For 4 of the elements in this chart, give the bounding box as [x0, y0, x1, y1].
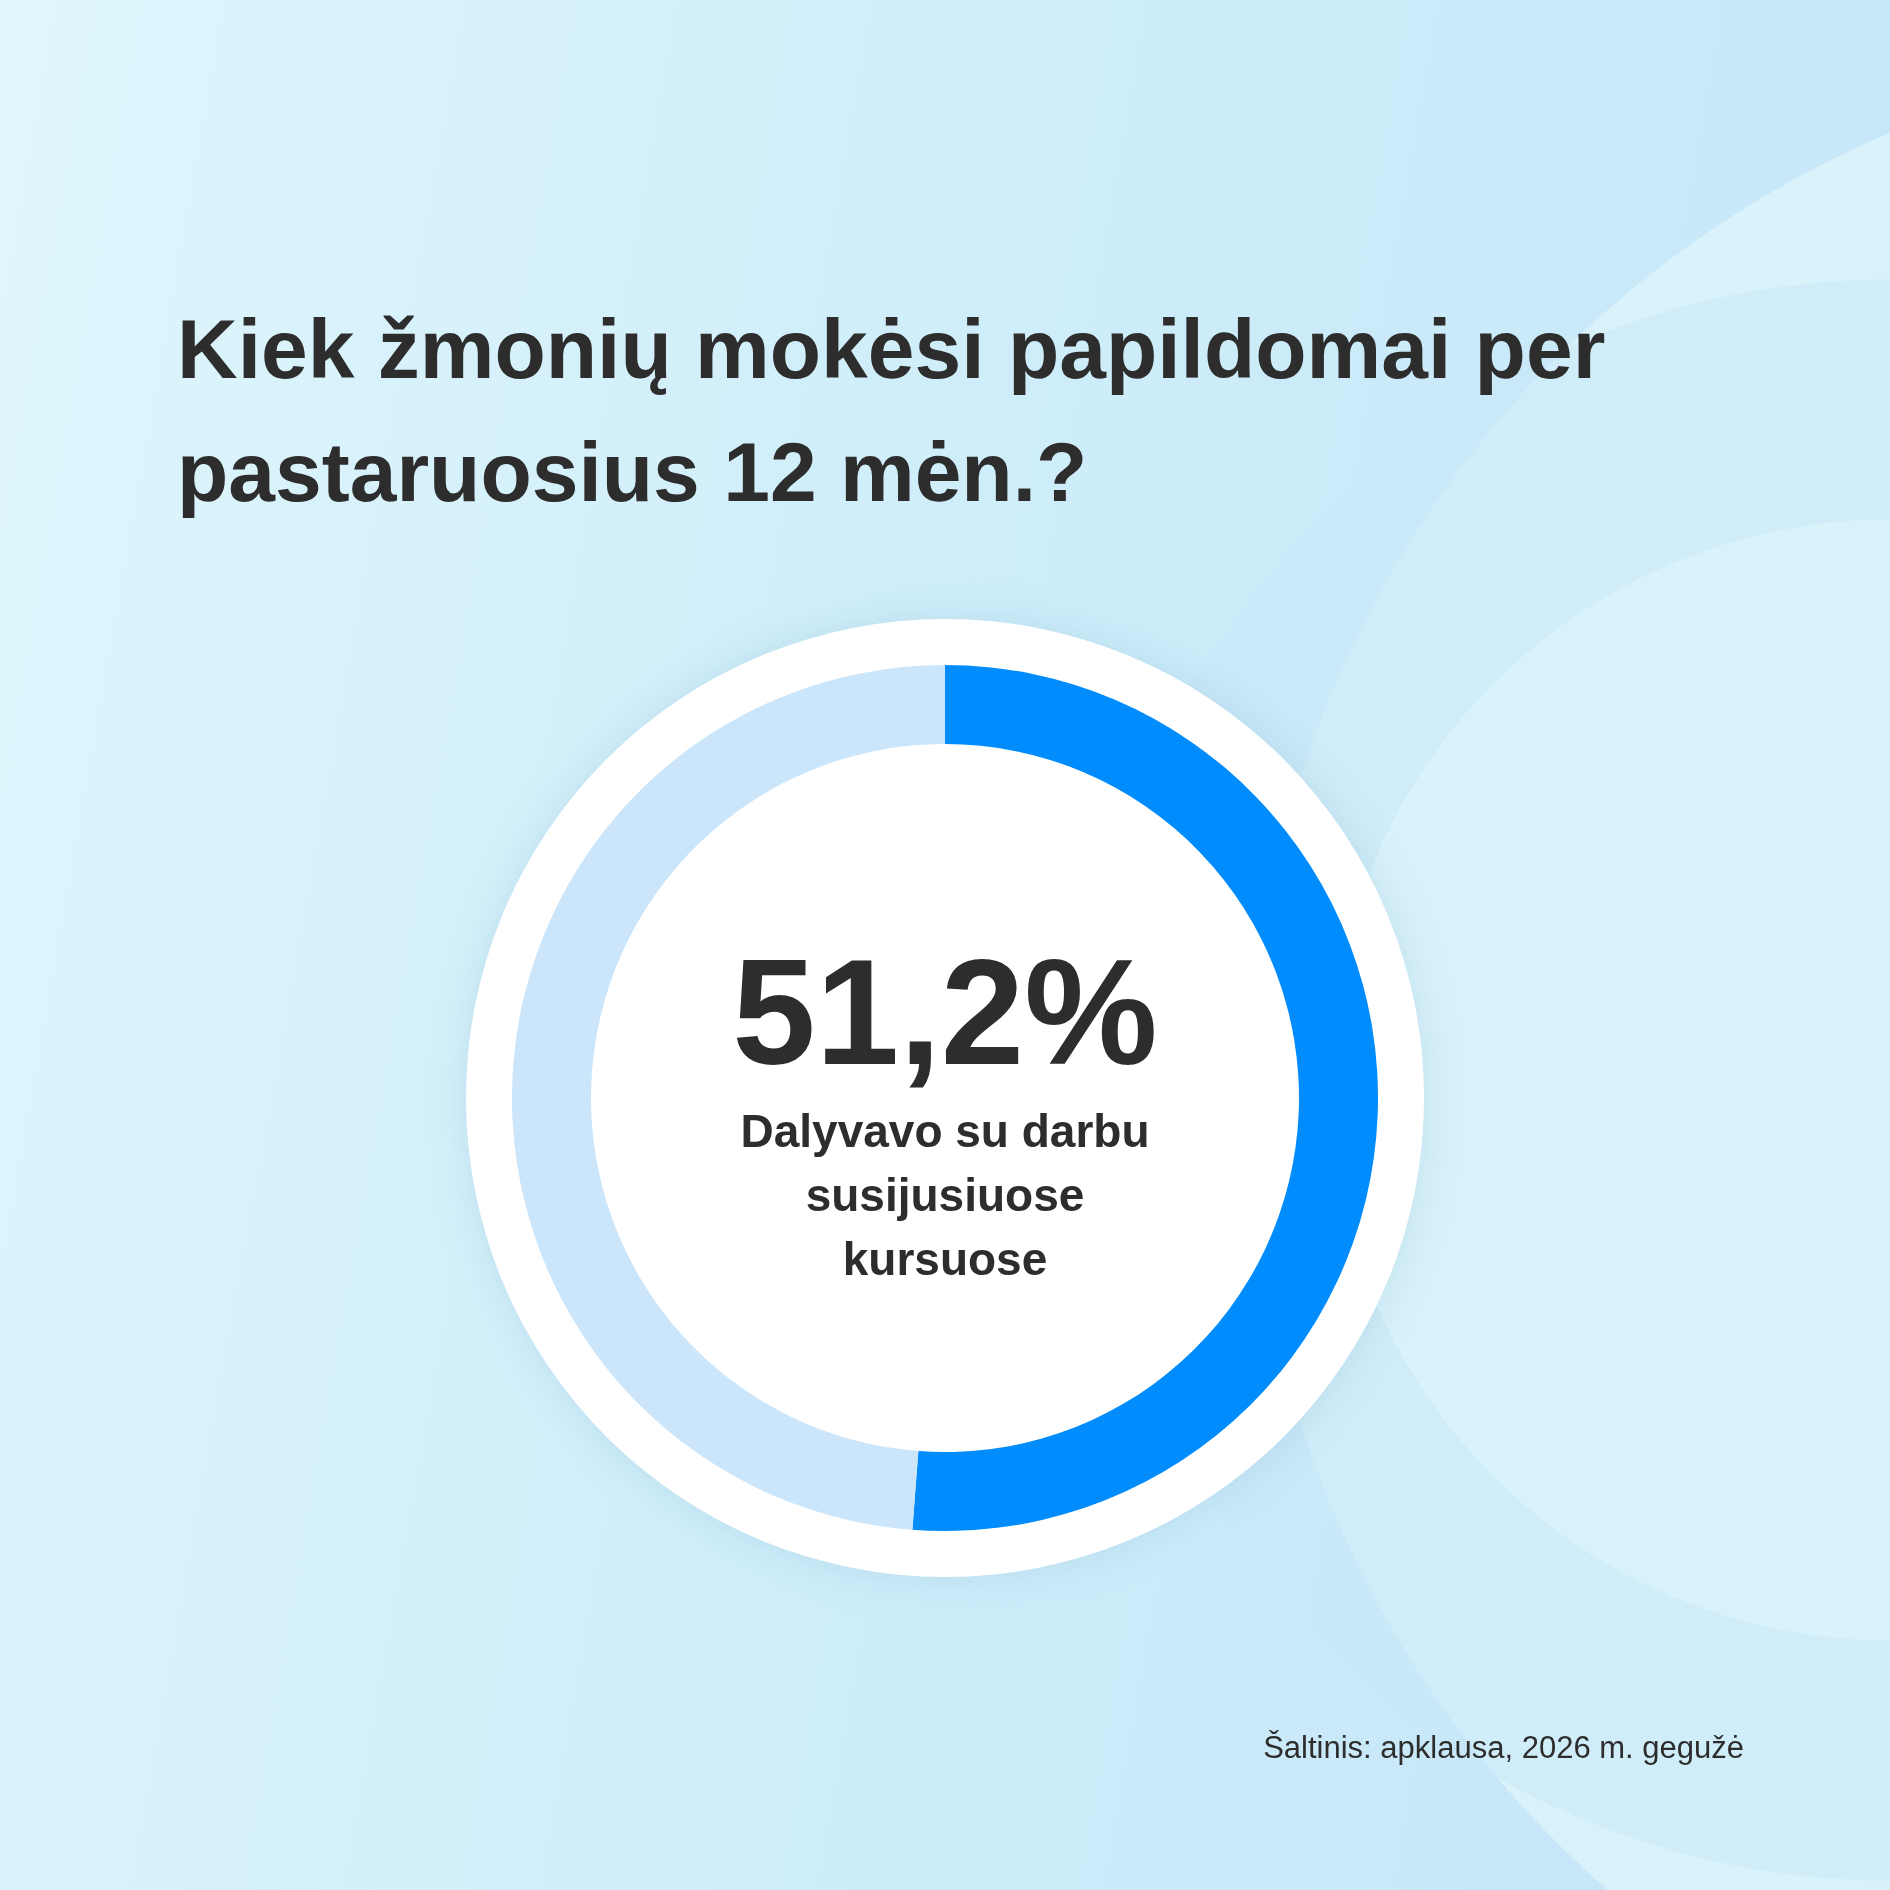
data-label: 51,2%: [732, 928, 1158, 1096]
slice-label: Dalyvavo su darbu susijusiuose kursuose: [740, 1105, 1150, 1285]
text: Šaltinis: apklausa, 2026 m. gegužė: [1263, 1730, 1744, 1766]
chart-title: Kiek žmonių mokėsi papildomai per pastaruosius 12 mėn.?: [177, 301, 1607, 521]
